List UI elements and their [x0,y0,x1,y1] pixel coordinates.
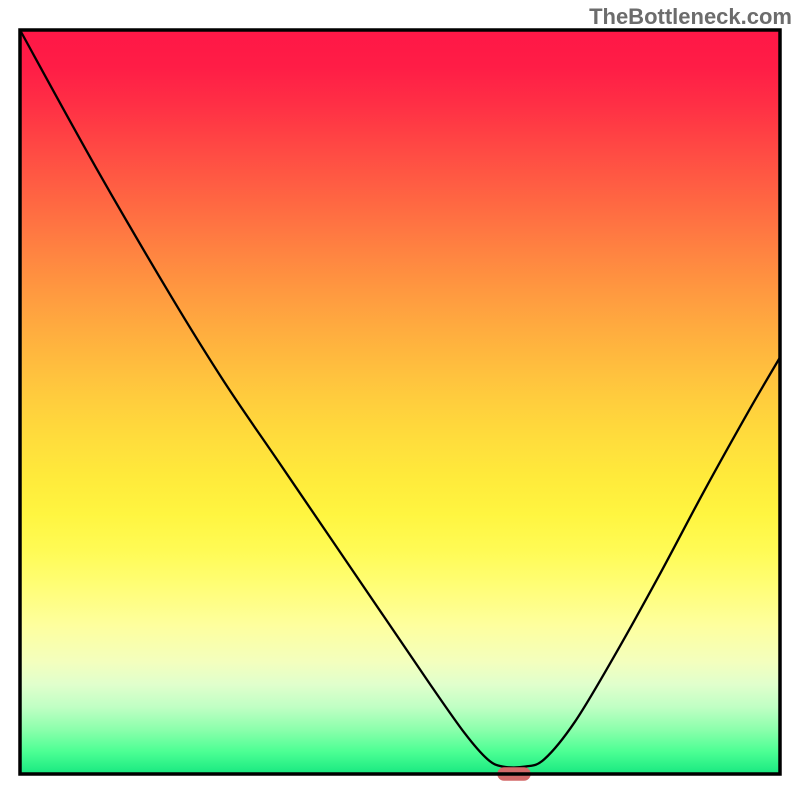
plot-background [20,30,780,774]
watermark-text: TheBottleneck.com [589,4,792,30]
bottleneck-chart: TheBottleneck.com [0,0,800,800]
chart-svg [0,0,800,800]
